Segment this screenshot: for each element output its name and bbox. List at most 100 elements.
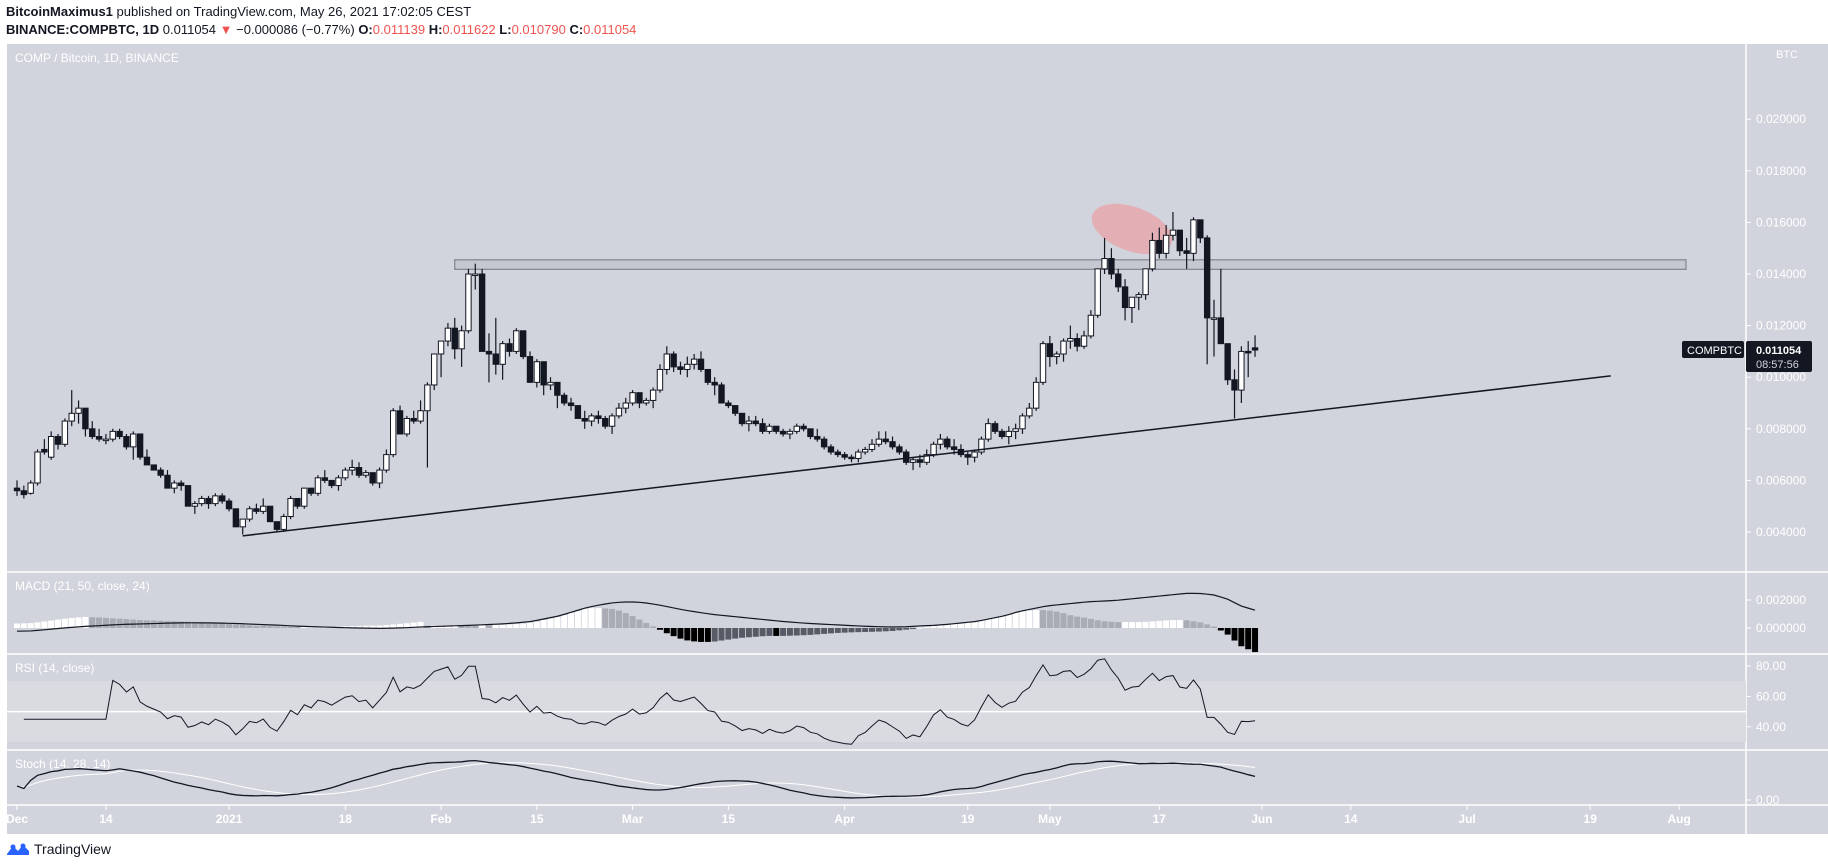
candle — [615, 403, 623, 419]
svg-text:0.000000: 0.000000 — [1756, 621, 1806, 635]
candle — [219, 493, 226, 504]
time-tick: 17 — [1153, 812, 1167, 826]
candle — [1245, 341, 1252, 378]
down-arrow-icon: ▼ — [219, 22, 233, 37]
candle — [1203, 235, 1211, 365]
candle — [608, 413, 616, 434]
candle — [629, 390, 636, 406]
candle — [307, 487, 315, 496]
candle — [205, 495, 212, 509]
candle — [732, 405, 739, 416]
last-price: 0.011054 — [162, 22, 217, 37]
time-tick: 15 — [530, 812, 544, 826]
price-tick: 0.014000 — [1756, 267, 1806, 281]
candle — [1169, 212, 1177, 241]
candle — [656, 364, 664, 393]
candle — [54, 433, 62, 450]
candle — [1190, 217, 1197, 262]
close-value: 0.011054 — [583, 22, 637, 37]
symbol-info: BINANCE:COMPBTC, 1D 0.011054 ▼ −0.000086… — [6, 22, 636, 37]
candle — [102, 433, 110, 445]
candle — [1115, 268, 1122, 293]
candle — [287, 495, 294, 520]
macd-label: MACD (21, 50, close, 24) — [15, 579, 150, 593]
candle — [677, 361, 684, 375]
candle — [1067, 325, 1074, 349]
tradingview-logo-icon — [7, 843, 29, 855]
candle — [355, 462, 363, 478]
candle — [437, 340, 445, 378]
candle — [561, 392, 568, 406]
footer-brand[interactable]: TradingView — [6, 841, 111, 857]
author-name[interactable]: BitcoinMaximus1 — [6, 4, 113, 19]
candle — [1156, 227, 1163, 259]
candle — [225, 498, 233, 512]
candle — [944, 436, 951, 450]
candle — [68, 390, 75, 427]
candle — [1053, 351, 1060, 365]
candle — [157, 467, 164, 478]
candle — [991, 421, 999, 434]
candle — [773, 425, 780, 434]
candle — [143, 449, 151, 466]
candle — [848, 454, 855, 463]
candle — [903, 449, 910, 465]
time-tick: 14 — [99, 812, 113, 826]
candle — [513, 328, 520, 354]
candle — [260, 498, 267, 514]
candle — [246, 506, 253, 522]
candle — [431, 353, 438, 391]
low-label: L: — [499, 22, 512, 37]
brand-name: TradingView — [34, 841, 112, 857]
time-tick: 2021 — [216, 812, 243, 826]
candle — [348, 459, 356, 476]
time-tick: Apr — [834, 812, 855, 826]
candle — [362, 470, 370, 478]
published-text: published on TradingView.com, May 26, 20… — [116, 4, 472, 19]
candle — [547, 377, 554, 391]
candle — [20, 485, 28, 499]
candle — [752, 415, 759, 427]
candle — [588, 413, 595, 427]
candle — [1183, 237, 1190, 269]
candle — [998, 428, 1006, 440]
candle — [875, 431, 883, 447]
candle — [41, 439, 48, 455]
stoch-d-line — [16, 762, 1256, 798]
candle — [458, 325, 465, 367]
candle — [150, 464, 158, 471]
time-tick: Jun — [1251, 812, 1272, 826]
candle — [526, 351, 534, 383]
candle — [725, 400, 732, 409]
stoch-label: Stoch (14, 28, 14) — [15, 757, 110, 771]
candle — [328, 479, 335, 489]
candle — [1074, 333, 1081, 352]
candle — [937, 433, 944, 450]
macd-line — [16, 592, 1256, 632]
candle — [1019, 413, 1026, 434]
candle — [403, 415, 411, 437]
price-change: −0.000086 (−0.77%) — [236, 22, 355, 37]
ascending-trendline[interactable] — [242, 375, 1611, 537]
candle — [868, 439, 876, 453]
candle — [239, 518, 246, 535]
candle — [1121, 279, 1129, 321]
candle — [643, 397, 650, 406]
candle — [123, 433, 130, 450]
time-tick: 14 — [1344, 812, 1358, 826]
candle — [1032, 377, 1040, 411]
resistance-zone[interactable] — [454, 259, 1687, 271]
candle — [109, 428, 116, 442]
candle — [745, 415, 753, 432]
candle — [48, 431, 55, 460]
currency-label: BTC — [1776, 49, 1798, 61]
candle — [164, 470, 171, 489]
price-tick: 0.008000 — [1756, 422, 1806, 436]
candle — [978, 436, 985, 455]
chart-canvas[interactable]: COMP / Bitcoin, 1D, BINANCE 0.020000 0.018… — [6, 44, 1828, 834]
candle — [369, 472, 376, 486]
chart-area[interactable]: COMP / Bitcoin, 1D, BINANCE 0.020000 0.018… — [6, 44, 1828, 834]
candle — [1142, 268, 1149, 300]
candle — [451, 317, 458, 360]
price-tick: 0.010000 — [1756, 370, 1806, 384]
